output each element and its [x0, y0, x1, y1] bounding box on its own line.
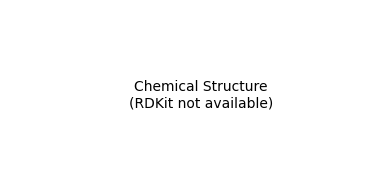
Text: Chemical Structure
(RDKit not available): Chemical Structure (RDKit not available): [129, 80, 273, 110]
